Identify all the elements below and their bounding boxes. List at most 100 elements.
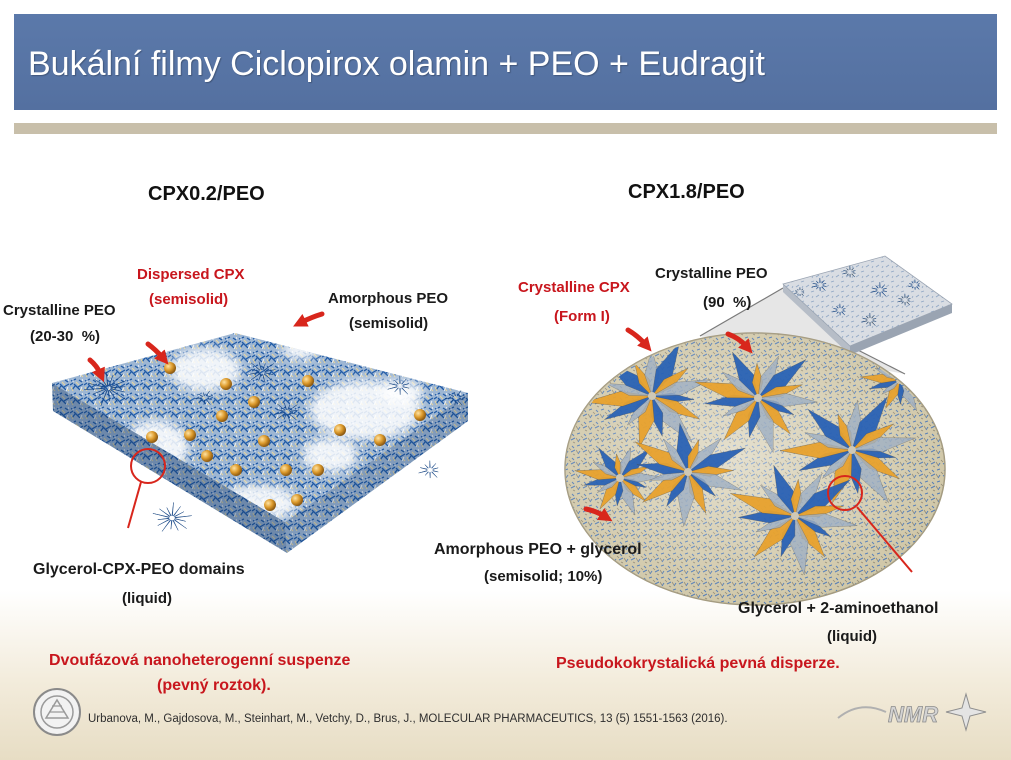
crystal-needle (429, 460, 431, 468)
crystal-needle (839, 303, 841, 308)
liquid-phase-highlight-right (827, 475, 863, 511)
label-liquid-domains: Glycerol-CPX-PEO domains (33, 561, 245, 578)
label-crystalline-cpx: Crystalline CPX (518, 279, 630, 296)
label-liquid-phase-state: (liquid) (827, 628, 877, 645)
crystal-needle (846, 268, 849, 271)
crystal-needle (206, 399, 211, 405)
cpx-sphere (230, 464, 242, 476)
crystal-needle (842, 308, 846, 310)
crystal-needle (836, 306, 839, 309)
crystal-needle (799, 287, 801, 290)
label-crystalline-peo-fraction-right: (90 %) (703, 294, 752, 311)
cpx-sphere (164, 362, 176, 374)
title-bar: Bukální filmy Ciclopirox olamin + PEO + … (14, 14, 997, 110)
inset-crystal (794, 287, 805, 297)
crystal-needle (812, 283, 818, 285)
inset-crystals (794, 265, 920, 327)
crystal-needle (448, 393, 455, 398)
liquid-domain-pointer-left (127, 481, 142, 529)
left-summary-line1: Dvoufázová nanoheterogenní suspenze (49, 652, 351, 669)
cpx-sphere (302, 375, 314, 387)
crystal-needle (157, 518, 171, 526)
crystal-needle (821, 286, 826, 291)
crystal-needle (911, 281, 914, 284)
crystal-needle (879, 282, 881, 288)
crystal-needle (399, 388, 401, 395)
crystal-needle (815, 280, 819, 284)
crystal-needle (875, 291, 879, 295)
crystal-needle (794, 292, 798, 294)
crystal-needle (904, 293, 906, 298)
crystal-needle (916, 281, 919, 284)
crystal-needle (851, 273, 855, 278)
cpx-sphere (216, 410, 228, 422)
crystal-needle (914, 279, 916, 283)
crystal-needle (871, 287, 878, 290)
grey-petal (899, 374, 936, 383)
inset-crystal (832, 303, 846, 316)
arrow-crystalline-peo-right (725, 331, 753, 354)
crystal-needle (203, 392, 205, 396)
crystal-needle (872, 318, 877, 320)
crystal-needle (172, 506, 181, 517)
crystal-needle (431, 471, 438, 478)
inset-crystal (870, 282, 887, 297)
crystal-needle (264, 372, 274, 375)
crystal-needle (901, 301, 904, 304)
crystal-needle (105, 371, 109, 386)
crystal-needle (875, 285, 879, 289)
crystal-needle (207, 395, 213, 398)
crystal-needle (851, 267, 855, 271)
crystal-needle (901, 296, 904, 299)
crystal-needle (250, 373, 261, 381)
label-amorphous-peo-state-left: (semisolid) (349, 315, 429, 332)
crystal-needle (456, 390, 462, 397)
grey-petal (794, 513, 858, 528)
cpx-spheres (146, 362, 426, 511)
arrow-crystalline-cpx-right (625, 327, 652, 352)
label-dispersed-cpx: Dispersed CPX (137, 266, 245, 283)
slab-side-left (52, 383, 287, 553)
grey-petal (898, 352, 908, 381)
crystal-needle (152, 513, 170, 518)
crystal-needle (287, 414, 290, 422)
slide-title: Bukální filmy Ciclopirox olamin + PEO + … (28, 45, 765, 83)
crystal-needle (839, 312, 841, 316)
crystal-needle (109, 373, 124, 387)
cpx-sphere (312, 464, 324, 476)
crystal-needle (843, 270, 848, 272)
label-amorphous-peo-glycerol-state: (semisolid; 10%) (484, 568, 603, 585)
left-film-slab (52, 333, 468, 553)
crystal-needle (822, 283, 827, 285)
crystal-needle (198, 393, 204, 398)
crystal-needle (454, 391, 456, 396)
crystal-needle (882, 287, 887, 290)
crystal-needle (157, 517, 170, 520)
crystal-needle (897, 300, 903, 303)
crystal-needle (846, 273, 849, 276)
crystal-needle (171, 502, 174, 516)
liquid-domain-cloud (282, 340, 318, 360)
crystal-needle (909, 283, 913, 285)
nmr-star-logo-icon: NMR (837, 692, 987, 732)
crystal-needle (906, 295, 910, 299)
crystal-needle (287, 404, 291, 411)
crystal-needle (110, 380, 127, 388)
cpx-sphere (280, 464, 292, 476)
cpx-sphere (414, 409, 426, 421)
crystal-needle (811, 285, 818, 288)
inset-crystal (842, 265, 856, 278)
citation: Urbanova, M., Gajdosova, M., Steinhart, … (88, 713, 728, 725)
liquid-domain-cloud (302, 437, 358, 473)
crystal-needle (284, 402, 287, 410)
crystal-flower (694, 351, 818, 454)
crystal-needle (108, 389, 118, 403)
liquid-domain-cloud (380, 380, 424, 404)
arrow-amorphous-peo-left (293, 311, 325, 327)
arrow-crystalline-peo-left (87, 357, 105, 383)
flower-center (791, 512, 799, 520)
inset-slab-side-left (783, 284, 850, 355)
crystal-needle (205, 390, 210, 397)
crystal-needle (199, 399, 204, 402)
